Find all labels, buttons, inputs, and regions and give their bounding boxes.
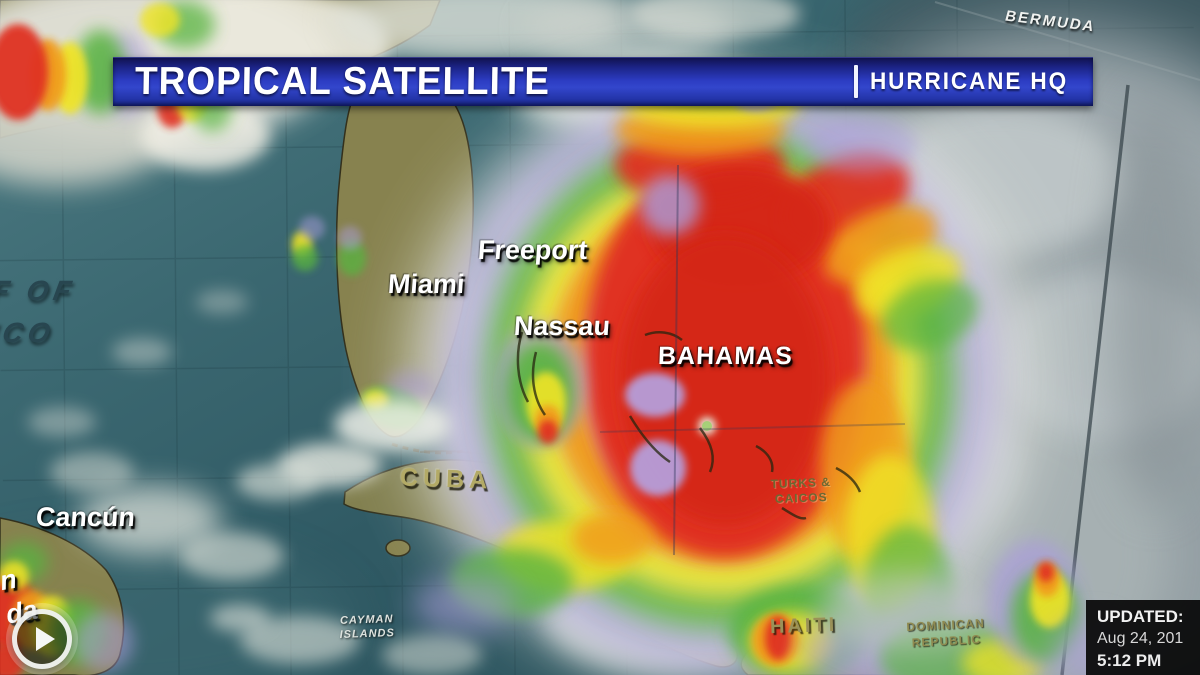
hispaniola-storms <box>728 572 1042 675</box>
updated-time: 5:12 PM <box>1097 651 1162 670</box>
label-nassau: Nassau <box>512 311 612 341</box>
banner-tropical-satellite: TROPICAL SATELLITE HURRICANE HQ <box>113 57 1093 106</box>
label-cayman-islands: CAYMAN ISLANDS <box>333 613 402 643</box>
label-gulf-of-mexico-line2: ICO <box>0 317 58 348</box>
banner-hurricane-hq-label: HURRICANE HQ <box>870 67 1069 95</box>
label-cancun: Cancún <box>34 502 137 532</box>
label-cayman-line2: ISLANDS <box>339 626 396 641</box>
label-freeport: Freeport <box>476 235 589 265</box>
banner-right-section: HURRICANE HQ <box>854 57 1081 106</box>
play-icon <box>36 627 55 651</box>
label-turks-line2: CAICOS <box>774 490 828 506</box>
updated-label: UPDATED: <box>1097 607 1184 626</box>
label-haiti: HAITI <box>769 613 838 639</box>
banner-divider <box>854 65 859 98</box>
label-cuba: CUBA <box>399 463 493 495</box>
label-turks-and-caicos: TURKS & CAICOS <box>767 475 834 507</box>
banner-title: TROPICAL SATELLITE <box>134 59 551 103</box>
updated-box: UPDATED: Aug 24, 201 5:12 PM <box>1086 600 1200 675</box>
label-gulf-of-mexico-line1: F OF <box>0 275 79 306</box>
label-miami: Miami <box>386 269 466 299</box>
label-bahamas: BAHAMAS <box>657 342 794 370</box>
label-dominican-republic: DOMINICAN REPUBLIC <box>897 616 995 652</box>
play-button[interactable] <box>12 609 72 669</box>
updated-date: Aug 24, 201 <box>1097 630 1184 647</box>
